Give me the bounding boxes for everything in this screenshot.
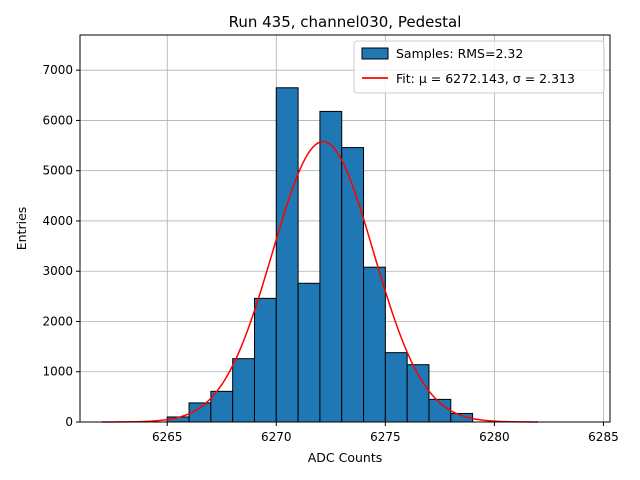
histogram-bar [253,297,277,423]
y-tick-label: 4000 [42,214,73,228]
histogram-bar [384,352,408,423]
y-tick-label: 0 [65,415,73,429]
y-tick-label: 5000 [42,164,73,178]
histogram-bars [166,87,474,423]
histogram-bar [232,358,255,423]
legend-box [353,40,605,94]
x-tick-label: 6265 [152,430,183,444]
x-axis-label: ADC Counts [308,450,383,465]
x-tick-label: 6280 [479,430,510,444]
x-tick-label: 6285 [588,430,619,444]
plot-frame [79,34,611,423]
histogram-bar [341,147,365,423]
y-tick-label: 1000 [42,365,73,379]
y-axis-label: Entries [14,207,29,251]
histogram-bar [275,87,299,423]
legend: Samples: RMS=2.32 Fit: μ = 6272.143, σ =… [353,40,605,94]
y-tick-label: 2000 [42,314,73,328]
histogram-bar [297,282,321,423]
histogram-bar [363,266,386,423]
y-tick-label: 7000 [42,63,73,77]
x-axis-ticks: 6265 6270 6275 6280 6285 [152,422,619,444]
legend-samples-swatch [361,47,389,60]
y-tick-label: 6000 [42,113,73,127]
x-tick-label: 6275 [370,430,401,444]
fit-curve [101,140,539,423]
y-tick-label: 3000 [42,264,73,278]
legend-fit-label: Fit: μ = 6272.143, σ = 2.313 [396,71,575,86]
y-axis-ticks: 0 1000 2000 3000 4000 5000 6000 7000 [42,63,80,429]
x-tick-label: 6270 [261,430,292,444]
chart-title: Run 435, channel030, Pedestal [229,13,462,31]
histogram-bar [319,110,343,423]
legend-samples-label: Samples: RMS=2.32 [396,46,523,61]
histogram-bar [210,390,234,423]
